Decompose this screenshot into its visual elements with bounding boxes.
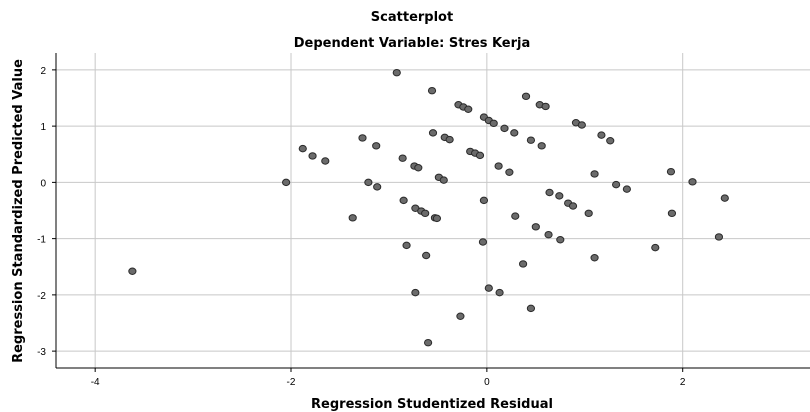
- scatter-point: [364, 178, 373, 187]
- y-tick-label: -3: [37, 347, 46, 358]
- grid-lines: [56, 53, 810, 368]
- scatter-point: [484, 284, 493, 292]
- scatter-point: [495, 288, 504, 297]
- scatter-point: [720, 194, 729, 202]
- y-tick-label: 0: [40, 178, 46, 189]
- scatter-point: [414, 164, 423, 172]
- chart-title: Scatterplot: [371, 10, 453, 25]
- scatter-point: [666, 167, 676, 176]
- scatter-point: [456, 312, 465, 320]
- scatter-point: [427, 86, 437, 95]
- scatter-point: [531, 223, 540, 231]
- scatter-point: [479, 196, 489, 205]
- scatter-point: [298, 144, 307, 153]
- scatter-point: [432, 214, 442, 223]
- scatter-point: [568, 202, 578, 210]
- scatter-point: [590, 170, 599, 178]
- scatter-point: [475, 151, 485, 160]
- scatter-point: [372, 142, 381, 150]
- scatter-point: [428, 129, 438, 137]
- scatter-point: [521, 92, 531, 101]
- scatter-point: [422, 251, 431, 260]
- x-tick-label: -2: [287, 377, 296, 388]
- scatter-point: [526, 136, 536, 144]
- scatter-point: [411, 288, 420, 297]
- scatter-point: [308, 152, 317, 160]
- y-tick-label: 2: [40, 66, 46, 77]
- y-tick-label: 1: [40, 122, 46, 133]
- scatter-point: [398, 154, 407, 162]
- scatter-point: [518, 260, 528, 268]
- scatter-point: [392, 68, 401, 77]
- scatter-point: [541, 102, 550, 111]
- scatter-point: [714, 233, 724, 241]
- x-ticks: -4 -2 0 2: [91, 368, 686, 388]
- scatter-point: [584, 209, 593, 218]
- scatter-point: [505, 168, 514, 176]
- data-points: [128, 68, 729, 347]
- scatter-point: [489, 119, 498, 128]
- x-axis-title: Regression Studentized Residual: [311, 397, 553, 412]
- scatter-point: [597, 131, 606, 139]
- scatter-point: [526, 304, 536, 313]
- scatter-point: [651, 243, 660, 252]
- scatter-point: [402, 241, 411, 250]
- scatter-point: [590, 254, 599, 262]
- scatter-point: [667, 209, 677, 218]
- scatter-point: [424, 338, 433, 347]
- x-tick-label: 2: [680, 377, 686, 388]
- scatter-point: [511, 212, 520, 220]
- scatter-point: [399, 196, 408, 205]
- chart-subtitle: Dependent Variable: Stres Kerja: [294, 36, 531, 51]
- y-tick-label: -1: [37, 235, 46, 246]
- scatter-point: [544, 230, 553, 239]
- scatter-point: [555, 192, 564, 200]
- scatter-point: [500, 124, 509, 133]
- scatter-point: [358, 134, 367, 142]
- scatter-point: [445, 135, 454, 144]
- scatter-point: [128, 267, 137, 275]
- scatter-point: [464, 105, 473, 113]
- scatter-point: [556, 236, 565, 244]
- scatter-point: [510, 129, 519, 137]
- scatter-point: [545, 188, 554, 197]
- y-tick-label: -2: [37, 291, 46, 302]
- scatter-point: [606, 137, 615, 145]
- scatter-point: [622, 185, 631, 193]
- scatter-point: [321, 157, 330, 165]
- scatter-point: [537, 142, 546, 150]
- scatter-point: [478, 238, 488, 246]
- scatter-point: [439, 176, 448, 184]
- scatter-point: [421, 209, 430, 218]
- x-tick-label: 0: [484, 377, 490, 388]
- y-axis-title: Regression Standardized Predicted Value: [11, 59, 26, 363]
- y-ticks: 2 1 0 -1 -2 -3: [37, 66, 56, 358]
- scatter-point: [688, 178, 697, 186]
- scatter-point: [577, 121, 586, 129]
- scatter-point: [348, 214, 357, 222]
- scatter-point: [494, 162, 503, 170]
- scatter-point: [612, 180, 621, 189]
- x-tick-label: -4: [91, 377, 100, 388]
- scatter-point: [373, 183, 382, 191]
- scatter-point: [282, 178, 291, 187]
